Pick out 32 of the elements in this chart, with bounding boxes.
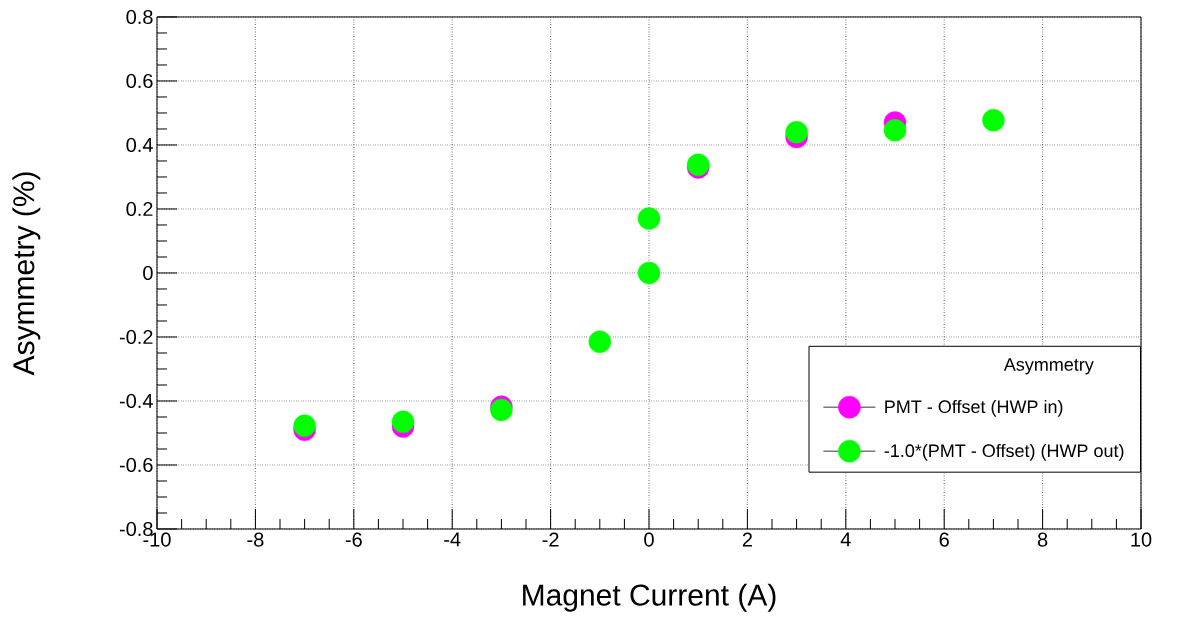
point — [637, 207, 661, 230]
point — [883, 119, 907, 142]
point — [588, 330, 612, 353]
point — [785, 120, 808, 144]
x-tick-label: 4 — [840, 532, 851, 547]
x-tick-label: 6 — [939, 532, 949, 547]
x-tick-label: 0 — [644, 532, 654, 547]
x-tick-label: -4 — [444, 532, 461, 547]
x-tick-label: -2 — [542, 532, 559, 547]
point — [982, 109, 1005, 132]
legend-label: -1.0*(PMT - Offset) (HWP out) — [884, 443, 1124, 461]
point — [293, 414, 316, 437]
y-tick-label: 0.4 — [126, 137, 153, 153]
legend-label: PMT - Offset (HWP in) — [885, 399, 1063, 417]
y-axis-title: Asymmetry (%) — [12, 172, 41, 376]
y-tick-label: 0.6 — [126, 73, 153, 89]
point — [490, 398, 513, 422]
x-tick-label: 2 — [742, 532, 752, 547]
y-tick-label: 0.2 — [126, 201, 153, 217]
x-tick-label: 10 — [1131, 532, 1152, 547]
x-tick-label: -6 — [345, 532, 362, 547]
x-axis-title: Magnet Current (A) — [523, 583, 776, 612]
point — [637, 261, 661, 285]
y-tick-label: -0.6 — [119, 457, 153, 473]
point — [391, 410, 415, 433]
y-tick-label: 0 — [143, 265, 153, 281]
x-tick-label: 8 — [1037, 532, 1048, 547]
y-tick-label: -0.4 — [119, 393, 153, 409]
legend-title: Asymmetry — [1003, 358, 1094, 375]
x-tick-label: -8 — [247, 532, 264, 547]
y-tick-label: 0.8 — [126, 9, 153, 25]
y-tick-label: -0.2 — [119, 329, 153, 345]
